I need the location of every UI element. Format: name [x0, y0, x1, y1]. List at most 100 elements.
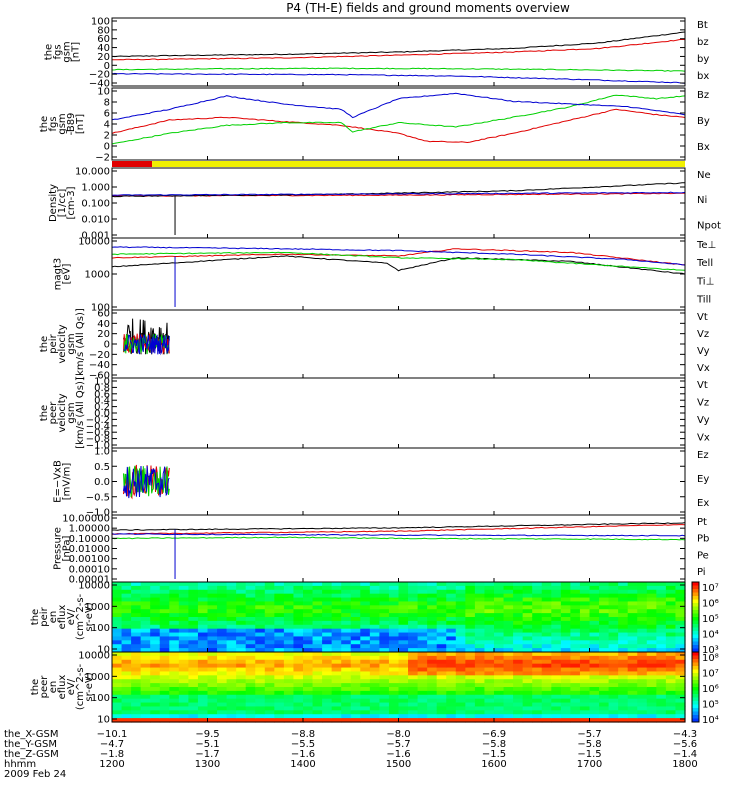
spectrogram-cell — [188, 624, 199, 630]
spectrogram-cell — [484, 652, 495, 657]
spectrogram-cell — [446, 675, 457, 680]
spectrogram-cell — [398, 605, 409, 610]
spectrogram-cell — [350, 589, 361, 595]
spectrogram-cell — [446, 687, 457, 692]
spectrogram-cell — [541, 636, 552, 641]
plot-title: P4 (TH-E) fields and ground moments over… — [286, 1, 570, 15]
spectrogram-cell — [665, 589, 677, 595]
spectrogram-cell — [589, 605, 600, 610]
spectrogram-cell — [131, 663, 142, 669]
legend-entry-Vx: Vx — [697, 363, 710, 374]
spectrogram-cell — [350, 655, 361, 661]
spectrogram-cell — [627, 601, 638, 606]
spectrogram-cell — [618, 718, 629, 723]
spectrogram-cell — [474, 694, 486, 700]
spectrogram-cell — [360, 585, 371, 591]
spectrogram-cell — [627, 609, 638, 614]
spectrogram-cell — [608, 613, 619, 618]
spectrogram-cell — [427, 593, 438, 599]
spectrogram-cell — [293, 655, 304, 661]
spectrogram-cell — [541, 687, 552, 692]
colorbar-step — [692, 662, 699, 667]
x-row-value: −5.7 — [577, 729, 601, 740]
spectrogram-cell — [283, 628, 295, 634]
spectrogram-cell — [541, 683, 552, 688]
spectrogram-cell — [675, 609, 686, 614]
spectrogram-cell — [217, 613, 228, 618]
spectrogram-cell — [274, 652, 285, 657]
spectrogram-cell — [627, 585, 638, 591]
spectrogram-cell — [465, 718, 476, 723]
spectrogram-cell — [646, 667, 657, 673]
spectrogram-cell — [140, 624, 151, 630]
spectrogram-cell — [408, 644, 419, 649]
spectrogram-cell — [608, 690, 619, 696]
spectrogram-cell — [150, 675, 161, 680]
spectrogram-cell — [503, 710, 514, 715]
spectrogram-cell — [140, 605, 151, 610]
spectrogram-cell — [522, 620, 533, 626]
spectrogram-cell — [322, 675, 333, 680]
spectrogram-cell — [656, 671, 667, 676]
spectrogram-cell — [236, 679, 247, 684]
spectrogram-cell — [541, 663, 552, 669]
spectrogram-cell — [322, 679, 333, 684]
spectrogram-cell — [446, 667, 457, 673]
y-axis-label-line: (cm^2-s- — [75, 593, 86, 640]
spectrogram-cell — [446, 652, 457, 657]
spectrogram-cell — [274, 667, 285, 673]
spectrogram-cell — [665, 683, 677, 688]
spectrogram-cell — [255, 714, 266, 719]
spectrogram-cell — [551, 718, 562, 723]
x-row-value: 1200 — [99, 759, 124, 770]
spectrogram-cell — [541, 694, 552, 700]
spectrogram-cell — [551, 706, 562, 711]
spectrogram-cell — [513, 628, 524, 634]
spectrogram-cell — [656, 605, 667, 610]
spectrogram-cell — [293, 644, 304, 649]
spectrogram-cell — [532, 710, 543, 715]
spectrogram-cell — [159, 593, 170, 599]
spectrogram-cell — [283, 620, 295, 626]
spectrogram-cell — [379, 613, 390, 618]
spectrogram-cell — [417, 706, 428, 711]
spectrogram-cell — [436, 718, 447, 723]
spectrogram-cell — [283, 648, 295, 653]
spectrogram-cell — [541, 620, 552, 626]
spectrogram-cell — [455, 714, 466, 719]
spectrogram-cell — [455, 620, 466, 626]
spectrogram-cell — [513, 617, 524, 622]
spectrogram-cell — [322, 609, 333, 614]
spectrogram-cell — [255, 710, 266, 715]
spectrogram-cell — [178, 617, 189, 622]
spectrogram-cell — [560, 620, 571, 626]
spectrogram-cell — [522, 698, 533, 704]
spectrogram-cell — [283, 617, 295, 622]
spectrogram-cell — [169, 620, 180, 626]
spectrogram-cell — [131, 640, 142, 645]
y-tick-label: 2 — [104, 131, 110, 142]
spectrogram-cell — [207, 667, 218, 673]
spectrogram-cell — [169, 593, 180, 599]
spectrogram-cell — [303, 624, 314, 630]
spectrogram-cell — [331, 636, 342, 641]
spectrogram-cell — [169, 663, 180, 669]
spectrogram-cell — [322, 683, 333, 688]
spectrogram-cell — [112, 652, 123, 657]
spectrogram-cell — [398, 648, 409, 653]
spectrogram-cell — [312, 675, 323, 680]
spectrogram-cell — [398, 694, 409, 700]
spectrogram-cell — [494, 706, 505, 711]
spectrogram-cell — [112, 675, 123, 680]
panel-frame — [111, 167, 686, 239]
spectrogram-cell — [675, 718, 686, 723]
spectrogram-cell — [608, 632, 619, 638]
spectrogram-cell — [532, 648, 543, 653]
spectrogram-cell — [140, 640, 151, 645]
spectrogram-cell — [503, 652, 514, 657]
spectrogram-cell — [350, 613, 361, 618]
spectrogram-cell — [112, 620, 123, 626]
colorbar-step — [692, 585, 699, 590]
spectrogram-cell — [618, 652, 629, 657]
spectrogram-cell — [350, 585, 361, 591]
